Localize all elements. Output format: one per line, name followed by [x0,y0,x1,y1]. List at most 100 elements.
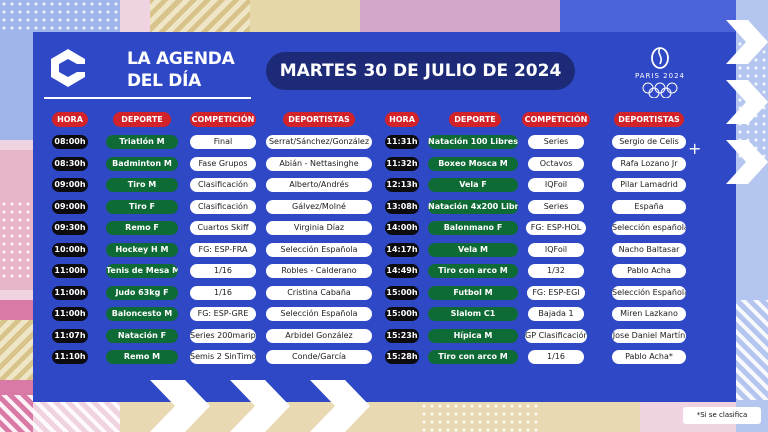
left-hora-cell: 09:00h [52,178,88,192]
left-deporte-cell: Remo M [106,350,178,364]
left-deporte-cell: Tiro F [106,199,178,214]
right-deporte-cell: Tiro con arco M [428,264,518,278]
header-deportistas-left: DEPORTISTAS [283,112,355,127]
right-competicion-cell: Octavos [528,156,584,171]
left-deporte-cell: Judo 63kg F [106,285,178,300]
left-deportistas-cell: Arbidel González [266,328,372,343]
left-deportistas-cell: Selección Española [266,307,372,321]
plus-decoration-icon: + [688,139,702,158]
left-deporte-cell: Badminton M [106,156,178,171]
right-deportistas-cell: España [612,199,686,214]
left-hora-cell: 09:30h [52,221,88,235]
right-deporte-cell: Natación 4x200 Libres [428,199,518,214]
header-hora-left: HORA [52,112,88,127]
left-hora-cell: 11:00h [52,285,88,300]
left-hora-cell: 11:00h [52,264,88,278]
right-hora-cell: 15:00h [385,285,419,300]
title-line-1: LA AGENDA [127,49,235,69]
left-hora-cell: 08:30h [52,156,88,171]
left-deporte-cell: Hockey H M [106,242,178,257]
right-competicion-cell: FG: ESP-HOL [526,221,586,235]
header-hora-right: HORA [385,112,419,127]
left-competicion-cell: Semis 2 SinTimonel [190,350,256,364]
right-hora-cell: 11:32h [385,156,419,171]
right-deportistas-cell: Nacho Baltasar [612,242,686,257]
left-deportistas-cell: Alberto/Andrés [266,178,372,192]
olympics-logo: PARIS 2024 [630,44,690,100]
left-competicion-cell: Clasificación [190,178,256,192]
left-competicion-cell: Cuartos Skiff [190,221,256,235]
right-competicion-cell: IQFoil [528,178,584,192]
header-deporte-left: DEPORTE [113,112,171,127]
left-hora-cell: 11:07h [52,328,88,343]
right-hora-cell: 14:17h [385,242,419,257]
right-deportistas-cell: Sergio de Celis [612,135,686,149]
right-deportistas-cell: Pablo Acha* [612,350,686,364]
right-deporte-cell: Vela F [428,178,518,192]
right-deporte-cell: Slalom C1 [428,307,518,321]
header-competicion-left: COMPETICIÓN [190,112,256,127]
right-deporte-cell: Vela M [428,242,518,257]
right-deporte-cell: Hípica M [428,328,518,343]
left-competicion-cell: Series 200marip. [190,328,256,343]
left-hora-cell: 11:00h [52,307,88,321]
left-deportistas-cell: Cristina Cabaña [266,285,372,300]
footnote: *Si se clasifica [683,407,761,424]
header-competicion-right: COMPETICIÓN [522,112,590,127]
date-banner: MARTES 30 DE JULIO DE 2024 [266,52,575,90]
left-deportistas-cell: Gálvez/Molné [266,199,372,214]
right-deportistas-cell: Pablo Acha [612,264,686,278]
right-hora-cell: 13:08h [385,199,419,214]
left-deportistas-cell: Virginia Díaz [266,221,372,235]
right-hora-cell: 15:23h [385,328,419,343]
left-competicion-cell: FG: ESP-FRA [190,242,256,257]
header-deportistas-right: DEPORTISTAS [614,112,684,127]
left-deporte-cell: Remo F [106,221,178,235]
right-competicion-cell: 1/16 [528,350,584,364]
left-deportistas-cell: Robles - Calderano [266,264,372,278]
left-hora-cell: 08:00h [52,135,88,149]
left-competicion-cell: Final [190,135,256,149]
right-deportistas-cell: Rafa Lozano Jr [612,156,686,171]
left-hora-cell: 10:00h [52,242,88,257]
title-divider [44,97,251,99]
right-hora-cell: 14:00h [385,221,419,235]
left-deporte-cell: Tiro M [106,178,178,192]
left-deportistas-cell: Selección Española [266,242,372,257]
right-deporte-cell: Futbol M [428,285,518,300]
chevron-right-decoration-icon [726,20,768,184]
olympic-flame-icon [651,47,669,69]
left-deportistas-cell: Abián - Nettasinghe [266,156,372,171]
left-deporte-cell: Natación F [106,328,178,343]
right-deportistas-cell: Selección Española [612,285,686,300]
left-deporte-cell: Tenis de Mesa M [106,264,178,278]
right-hora-cell: 15:00h [385,307,419,321]
right-deportistas-cell: Miren Lazkano [612,307,686,321]
right-hora-cell: 15:28h [385,350,419,364]
right-competicion-cell: FG: ESP-EGI [527,285,585,300]
right-hora-cell: 14:49h [385,264,419,278]
right-deporte-cell: Boxeo Mosca M [428,156,518,171]
left-competicion-cell: Clasificación [190,199,256,214]
right-deporte-cell: Natación 100 Libres [428,135,518,149]
right-hora-cell: 11:31h [385,135,419,149]
header-deporte-right: DEPORTE [449,112,501,127]
right-competicion-cell: Series [528,199,584,214]
left-deporte-cell: Triatlón M [106,135,178,149]
olympic-rings-icon [642,82,678,98]
olympics-text: PARIS 2024 [635,72,685,80]
left-hora-cell: 11:10h [52,350,88,364]
right-deportistas-cell: Selección española [612,221,686,235]
right-competicion-cell: IQFoil [528,242,584,257]
right-competicion-cell: Bajada 1 [528,307,584,321]
left-competicion-cell: 1/16 [190,264,256,278]
title-line-2: DEL DÍA [127,71,201,91]
chevron-decoration-icon [150,380,370,432]
right-deporte-cell: Tiro con arco M [428,350,518,364]
left-deportistas-cell: Conde/García [266,350,372,364]
right-hora-cell: 12:13h [385,178,419,192]
right-competicion-cell: Series [528,135,584,149]
right-competicion-cell: 1/32 [528,264,584,278]
left-deportistas-cell: Serrat/Sánchez/González [266,135,372,149]
brand-logo-icon [51,49,87,87]
